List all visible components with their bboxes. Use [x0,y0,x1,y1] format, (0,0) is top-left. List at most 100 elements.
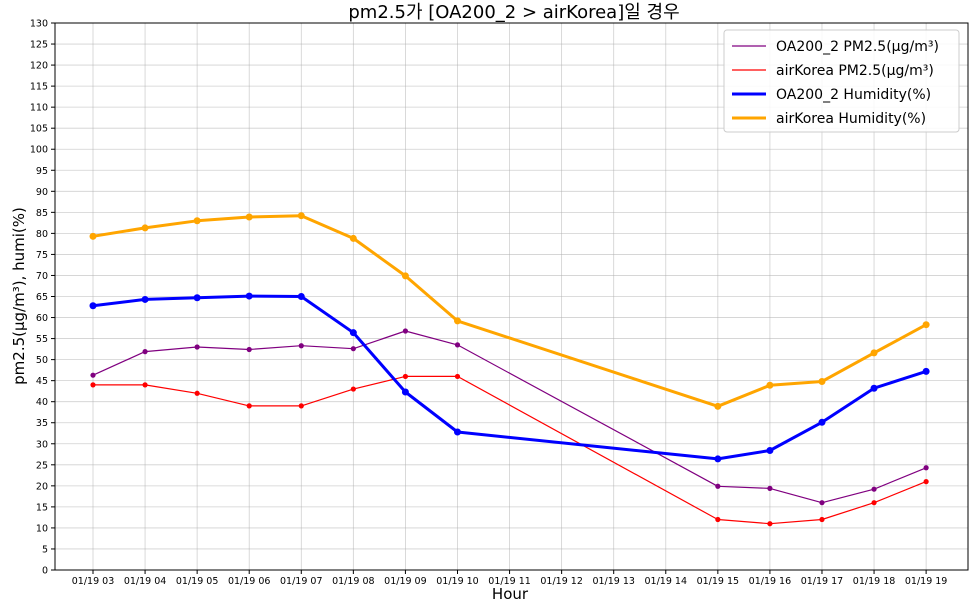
series-4-point [193,217,201,225]
x-tick-label: 01/19 10 [436,576,479,587]
series-3-point [245,292,253,300]
x-tick-label: 01/19 03 [72,576,115,587]
x-tick-label: 01/19 06 [228,576,271,587]
legend-label-1: OA200_2 PM2.5(μg/m³) [776,39,939,55]
series-3-point [141,295,149,303]
chart-title: pm2.5가 [OA200_2 > airKorea]일 경우 [348,2,679,23]
series-1-point [923,465,929,471]
y-tick-label: 70 [36,271,48,282]
y-tick-label: 75 [36,250,48,261]
y-tick-label: 60 [36,313,48,324]
series-4-point [766,381,774,389]
legend-box [723,29,960,133]
legend-label-4: airKorea Humidity(%) [776,111,926,127]
series-2-point [246,403,252,409]
x-tick-label: 01/19 07 [280,576,323,587]
y-tick-label: 110 [30,103,48,114]
y-tick-label: 115 [30,82,48,93]
y-tick-label: 130 [30,19,48,30]
y-tick-label: 35 [36,418,48,429]
series-2-point [90,382,96,388]
series-3-point [922,367,930,375]
series-2-point [819,516,825,523]
series-2-point [350,386,356,392]
x-tick-label: 01/19 15 [697,576,740,587]
series-3-point [714,455,722,463]
y-tick-label: 50 [36,355,48,366]
y-tick-label: 95 [36,166,48,177]
series-2-point [402,373,409,380]
series-4-point [714,402,722,410]
series-4-point [245,213,253,221]
legend-label-2: airKorea PM2.5(μg/m³) [776,63,934,79]
series-2-point [871,500,877,506]
x-tick-label: 01/19 18 [853,576,896,587]
y-tick-label: 105 [30,124,48,135]
y-tick-label: 20 [36,481,48,492]
series-3-point [193,294,201,302]
y-tick-label: 30 [36,439,48,450]
series-4-point [141,224,149,232]
series-1-point [454,342,461,348]
y-tick-label: 15 [36,502,48,513]
x-tick-label: 01/19 13 [592,576,635,587]
x-tick-label: 01/19 04 [124,576,167,587]
x-tick-label: 01/19 14 [645,576,688,587]
series-4-point [349,234,357,242]
y-tick-label: 5 [42,544,48,555]
y-tick-label: 100 [30,145,48,156]
y-tick-label: 125 [30,40,48,51]
series-1-point [246,346,252,353]
series-1-point [767,485,773,491]
x-tick-label: 01/19 12 [540,576,583,587]
series-2-point [767,521,773,527]
y-tick-label: 0 [42,566,48,577]
series-4-point [922,321,930,329]
series-2-point [194,390,200,396]
series-2-point [298,403,304,409]
series-1-point [298,343,304,349]
series-1-point [715,483,721,489]
x-tick-label: 01/19 05 [176,576,219,587]
y-tick-label: 80 [36,229,48,240]
y-tick-label: 120 [30,61,48,72]
y-tick-label: 65 [36,292,48,303]
y-tick-label: 90 [36,187,48,198]
series-3-point [89,302,97,310]
series-2-point [715,516,721,523]
x-tick-label: 01/19 19 [905,576,948,587]
x-tick-label: 01/19 17 [801,576,844,587]
y-axis-label: pm2.5(μg/m³), humi(%) [10,207,28,385]
series-4-point [818,377,826,385]
x-tick-label: 01/19 08 [332,576,375,587]
series-1-point [350,346,356,352]
y-tick-label: 85 [36,208,48,219]
y-tick-label: 45 [36,376,48,387]
series-1-point [90,372,96,378]
legend: OA200_2 PM2.5(μg/m³) airKorea PM2.5(μg/m³… [723,29,960,133]
series-1-point [142,349,148,355]
series-2-point [923,479,929,485]
series-2-point [454,373,461,380]
series-4-point [453,317,461,325]
x-tick-label: 01/19 16 [749,576,792,587]
series-1-point [819,500,825,506]
series-3-point [401,388,409,396]
y-tick-label: 40 [36,397,48,408]
series-4-point [89,232,97,240]
x-tick-label: 01/19 11 [488,576,531,587]
y-tick-label: 25 [36,460,48,471]
series-1-point [871,486,877,492]
series-4-point [297,212,305,220]
legend-label-3: OA200_2 Humidity(%) [776,87,931,103]
series-3-point [297,293,305,300]
y-tick-label: 55 [36,334,48,345]
y-tick-label: 10 [36,523,48,534]
series-3-point [349,329,357,337]
series-3-point [766,447,774,455]
x-axis-ticks: 01/19 03 01/19 04 01/19 05 01/19 06 01/19 07… [72,570,948,587]
series-4-point [401,272,409,280]
series-lines [89,212,930,527]
series-2-point [142,382,148,388]
